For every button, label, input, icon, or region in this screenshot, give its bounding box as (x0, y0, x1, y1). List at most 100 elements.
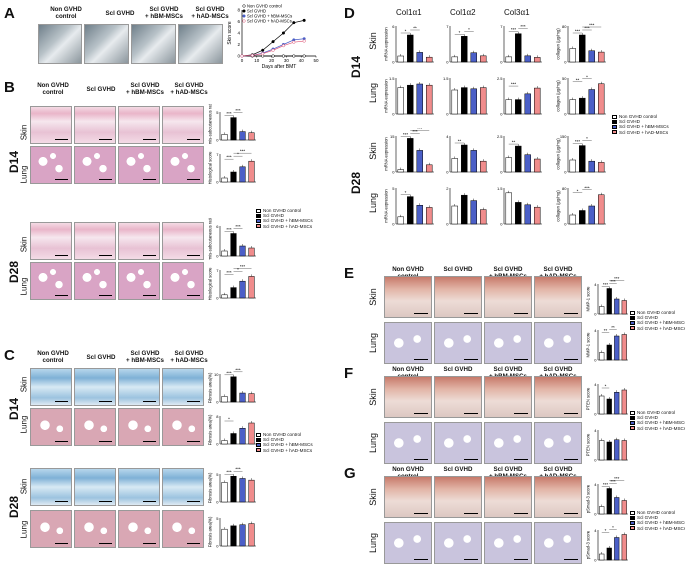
b-tile-skin-d14-2-scale-bar (143, 139, 156, 140)
F-skin-bar-2 (614, 392, 620, 415)
D-d28-skin-c3-bar-2 (524, 154, 531, 173)
B-d14-skin-ylabel: Dermis-subcutaneous ratio (208, 104, 213, 144)
B-d28-lung-bar-1 (230, 287, 237, 299)
E-skin-bar-1 (606, 288, 612, 315)
B-d14-skin-bar-0 (221, 134, 228, 141)
chart-D-d28-lung-c2: 02 (446, 186, 488, 227)
b-tile-lung-d28-0-scale-bar (55, 295, 68, 296)
D-d14-skin-c3-tick-max: 7 (500, 24, 503, 29)
D-d14-lung-c1-bar-1 (407, 84, 414, 115)
legend-g-swatch-0 (630, 510, 635, 515)
c-tile-skin-d14-2 (118, 368, 160, 406)
D-d14-skin-col-bar-1 (579, 34, 586, 63)
panel-label-b: B (4, 79, 15, 96)
B-d28-skin-bar-2 (239, 245, 246, 257)
chart-D-d28-skin-c3: ** 0 2.5 (497, 134, 542, 175)
g-tile-skin-0 (384, 476, 432, 518)
legend-f-row-3: Scl GVHD + hAD-MSCs (630, 426, 685, 431)
b-tile-lung-d28-2-scale-bar (143, 295, 156, 296)
header-b-non: Non GVHD control (37, 82, 69, 96)
B-d14-skin-bar-2 (239, 131, 246, 141)
D-d28-skin-c1-sig-1: *** (412, 129, 418, 134)
F-lung-tick-max: 4 (594, 428, 597, 433)
g-tile-skin-0-scale-bar (414, 513, 428, 514)
f-tile-skin-1-scale-bar (464, 413, 478, 414)
D-d14-lung-c3-bar-3 (534, 87, 541, 115)
legend-b: Non GVHD control Scl GVHD Scl GVHD + hBM… (256, 208, 313, 229)
D-d28-skin-c1-bar-3 (426, 164, 433, 173)
a-point-3-5 (292, 40, 296, 44)
c-tile-skin-d28-2-scale-bar (143, 501, 156, 502)
header-g-scl: Scl GVHD (443, 466, 473, 473)
E-lung-bar-3 (621, 334, 627, 361)
legend-c-row-3: Scl GVHD + hAD-MSCs (256, 448, 313, 453)
g-tile-lung-0-scale-bar (414, 559, 428, 560)
C-d14-skin-bar-1 (230, 376, 237, 403)
B-d14-lung-bar-0 (221, 177, 228, 183)
mouse-photo-non (38, 24, 82, 64)
D-d14-skin-col-tick-max: 80 (562, 24, 567, 29)
g-tile-lung-1 (434, 522, 482, 564)
e-tile-lung-0-scale-bar (414, 359, 428, 360)
E-skin-bar-0 (599, 306, 605, 315)
legend-c-text-2: Scl GVHD + hBM-MSCs (263, 442, 313, 448)
D-d14-lung-c3-bar-1 (515, 99, 522, 115)
F-lung-bar-0 (599, 440, 605, 461)
b-tile-lung-d28-3-scale-bar (187, 295, 200, 296)
D-d14-lung-col-bar-3 (598, 83, 605, 115)
row-label-d-skin-d14: Skin (368, 32, 378, 50)
D-d14-lung-c2-bar-2 (470, 88, 477, 115)
e-tile-lung-0 (384, 322, 432, 364)
c-tile-skin-d14-3-scale-bar (187, 401, 200, 402)
D-d14-skin-c3-tick-min: 0 (500, 60, 503, 65)
b-tile-lung-d28-2 (118, 262, 160, 300)
a-xtick-label-4: 40 (299, 58, 305, 63)
legend-b-row-1: Scl GVHD (256, 213, 313, 218)
G-lung-bar-1 (606, 547, 612, 561)
chart-D-d14-lung-c3: *** 0 2.5 (497, 76, 542, 117)
f-tile-lung-2 (484, 422, 532, 464)
legend-f-swatch-0 (630, 410, 635, 415)
header-b-scl: Scl GVHD (86, 86, 116, 93)
legend-d-swatch-2 (612, 125, 617, 129)
D-d14-lung-col-bar-2 (588, 89, 595, 115)
legend-d-swatch-1 (612, 119, 617, 124)
row-label-c-skin-d14: Skin (19, 376, 29, 393)
g-tile-lung-2-scale-bar (514, 559, 528, 560)
E-skin-tick-min: 0 (594, 312, 597, 317)
G-skin-ylabel: pSmad-3 score (586, 484, 591, 513)
legend-g-swatch-3 (630, 526, 635, 531)
header-c-had: Scl GVHD + hAD-MSCs (170, 350, 208, 364)
D-d14-skin-c3-bar-2 (524, 55, 531, 63)
legend-f-text-2: Scl GVHD + hBM-MSCs (637, 420, 685, 426)
D-d14-lung-col-sig-0: ** (576, 77, 580, 82)
G-skin-sig-2: *** (614, 476, 620, 481)
F-skin-ylabel: PTEN score (586, 387, 591, 410)
a-point-3-6 (302, 39, 306, 43)
a-ytick-label-0: 0 (237, 54, 240, 59)
B-d28-skin-tick-max: 6 (216, 224, 219, 229)
D-d14-skin-c1-bar-0 (397, 55, 404, 63)
chart-a-plot: 0 10 20 30 40 50 0 2 4 6 8 Days after BMT Skin score… (227, 4, 319, 70)
D-d28-lung-c3-tick-min: 0 (500, 222, 503, 227)
b-tile-lung-d28-0 (30, 262, 72, 300)
row-label-b-lung-d28: Lung (19, 277, 29, 296)
a-legend-marker-2 (242, 14, 246, 18)
legend-g-swatch-1 (630, 515, 635, 520)
D-d28-lung-col-bar-2 (588, 205, 595, 225)
col-header-col1a1: Col1α1 (396, 8, 422, 17)
e-tile-skin-3 (534, 276, 582, 318)
c-tile-lung-d14-1-scale-bar (99, 441, 112, 442)
C-d14-lung-tick-max: 8 (216, 414, 219, 419)
legend-g-row-3: Scl GVHD + hAD-MSCs (630, 526, 685, 531)
c-tile-lung-d14-2 (118, 408, 160, 446)
c-tile-skin-d14-3 (162, 368, 204, 406)
D-d28-lung-col-sig-1: *** (584, 185, 590, 190)
legend-f-text-3: Scl GVHD + hAD-MSCs (637, 425, 685, 431)
E-skin-sig-1: *** (610, 279, 616, 284)
G-skin-bar-2 (614, 497, 620, 515)
